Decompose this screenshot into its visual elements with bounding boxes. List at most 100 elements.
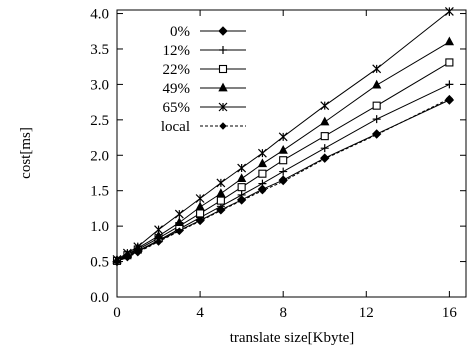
marker-shape (218, 102, 228, 112)
data-point (372, 115, 381, 124)
data-point (237, 163, 247, 173)
y-tick-label: 1.5 (90, 184, 109, 200)
marker-shape (321, 155, 329, 163)
marker-shape (279, 156, 288, 165)
legend: 0% 12% 22% 49% 65% local (161, 24, 246, 135)
data-point (372, 64, 382, 74)
y-tick-label: 0.0 (90, 290, 109, 306)
marker-shape (279, 167, 288, 176)
marker-shape (258, 169, 267, 178)
legend-label: 0% (170, 24, 190, 40)
marker-shape (216, 196, 225, 205)
data-point (445, 94, 454, 103)
series-65pct (112, 6, 454, 264)
marker-shape (219, 46, 227, 54)
marker-shape (258, 179, 267, 188)
marker-shape (216, 188, 226, 197)
y-tick-label: 3.0 (90, 77, 109, 93)
axis-ticks: 0.0 0.5 1.0 1.5 2.0 2.5 3.0 3.5 4.0 0 4 8 12 16 (90, 7, 466, 321)
marker-shape (372, 115, 381, 124)
legend-label: 65% (163, 100, 191, 116)
marker-shape (372, 101, 381, 110)
data-point (372, 131, 381, 139)
series-local (113, 94, 454, 266)
data-point (257, 148, 267, 158)
marker-shape (278, 144, 288, 154)
data-point (216, 196, 225, 205)
data-point (320, 116, 330, 126)
legend-marker (218, 82, 228, 92)
marker-shape (236, 173, 247, 183)
marker-shape (195, 201, 205, 211)
data-point (113, 257, 121, 266)
marker-shape (372, 64, 382, 74)
data-point (320, 132, 329, 141)
legend-label: 49% (163, 81, 191, 97)
data-point (444, 6, 454, 16)
marker-shape (257, 158, 268, 168)
data-point (195, 194, 205, 203)
marker-shape (237, 183, 246, 192)
marker-shape (257, 148, 267, 158)
legend-marker (218, 102, 228, 112)
data-point (279, 156, 288, 165)
marker-shape (320, 101, 330, 111)
data-point (372, 101, 381, 110)
data-point (196, 217, 204, 225)
marker-shape (320, 144, 329, 153)
marker-shape (444, 36, 455, 46)
data-point (134, 248, 142, 257)
plot-frame (116, 9, 467, 298)
marker-shape (445, 80, 454, 89)
legend-marker (219, 46, 227, 54)
legend-marker (218, 64, 228, 74)
marker-shape (258, 186, 267, 195)
marker-shape (279, 177, 287, 186)
marker-shape (113, 257, 121, 266)
data-point (279, 177, 287, 186)
marker-shape (278, 132, 288, 142)
data-point (278, 144, 288, 154)
data-point (278, 132, 288, 142)
marker-shape (217, 206, 225, 215)
marker-shape (175, 227, 184, 235)
data-point (217, 206, 225, 215)
x-tick-label: 4 (196, 305, 204, 321)
legend-entry: 65% (163, 100, 246, 116)
x-tick-label: 8 (279, 305, 287, 321)
legend-entry: 49% (163, 81, 246, 97)
data-point (216, 188, 226, 197)
y-tick-label: 1.0 (90, 219, 109, 235)
marker-shape (445, 94, 454, 103)
data-point (279, 167, 288, 176)
legend-label: local (161, 119, 190, 135)
y-tick-label: 3.5 (90, 42, 109, 58)
data-point (154, 225, 163, 235)
data-point (445, 80, 454, 89)
marker-shape (445, 58, 454, 67)
data-point (257, 158, 268, 168)
marker-shape (372, 131, 381, 139)
marker-shape (218, 64, 228, 74)
x-axis-label: translate size[Kbyte] (230, 330, 355, 346)
y-tick-label: 0.5 (90, 255, 109, 271)
legend-marker (218, 26, 228, 36)
data-point (175, 227, 184, 235)
data-point (154, 238, 163, 246)
legend-entry: local (161, 119, 246, 135)
marker-shape (218, 26, 228, 36)
data-point (258, 186, 267, 195)
legend-entry: 22% (163, 62, 246, 78)
x-tick-label: 0 (113, 305, 121, 321)
y-tick-label: 2.5 (90, 113, 109, 129)
legend-entry: 12% (163, 43, 246, 59)
marker-shape (134, 248, 142, 257)
y-axis-label: cost[ms] (18, 127, 34, 179)
marker-shape (237, 196, 246, 205)
marker-shape (174, 209, 184, 219)
marker-shape (216, 178, 226, 188)
marker-shape (123, 253, 132, 262)
marker-shape (372, 79, 382, 89)
data-point (320, 101, 330, 111)
